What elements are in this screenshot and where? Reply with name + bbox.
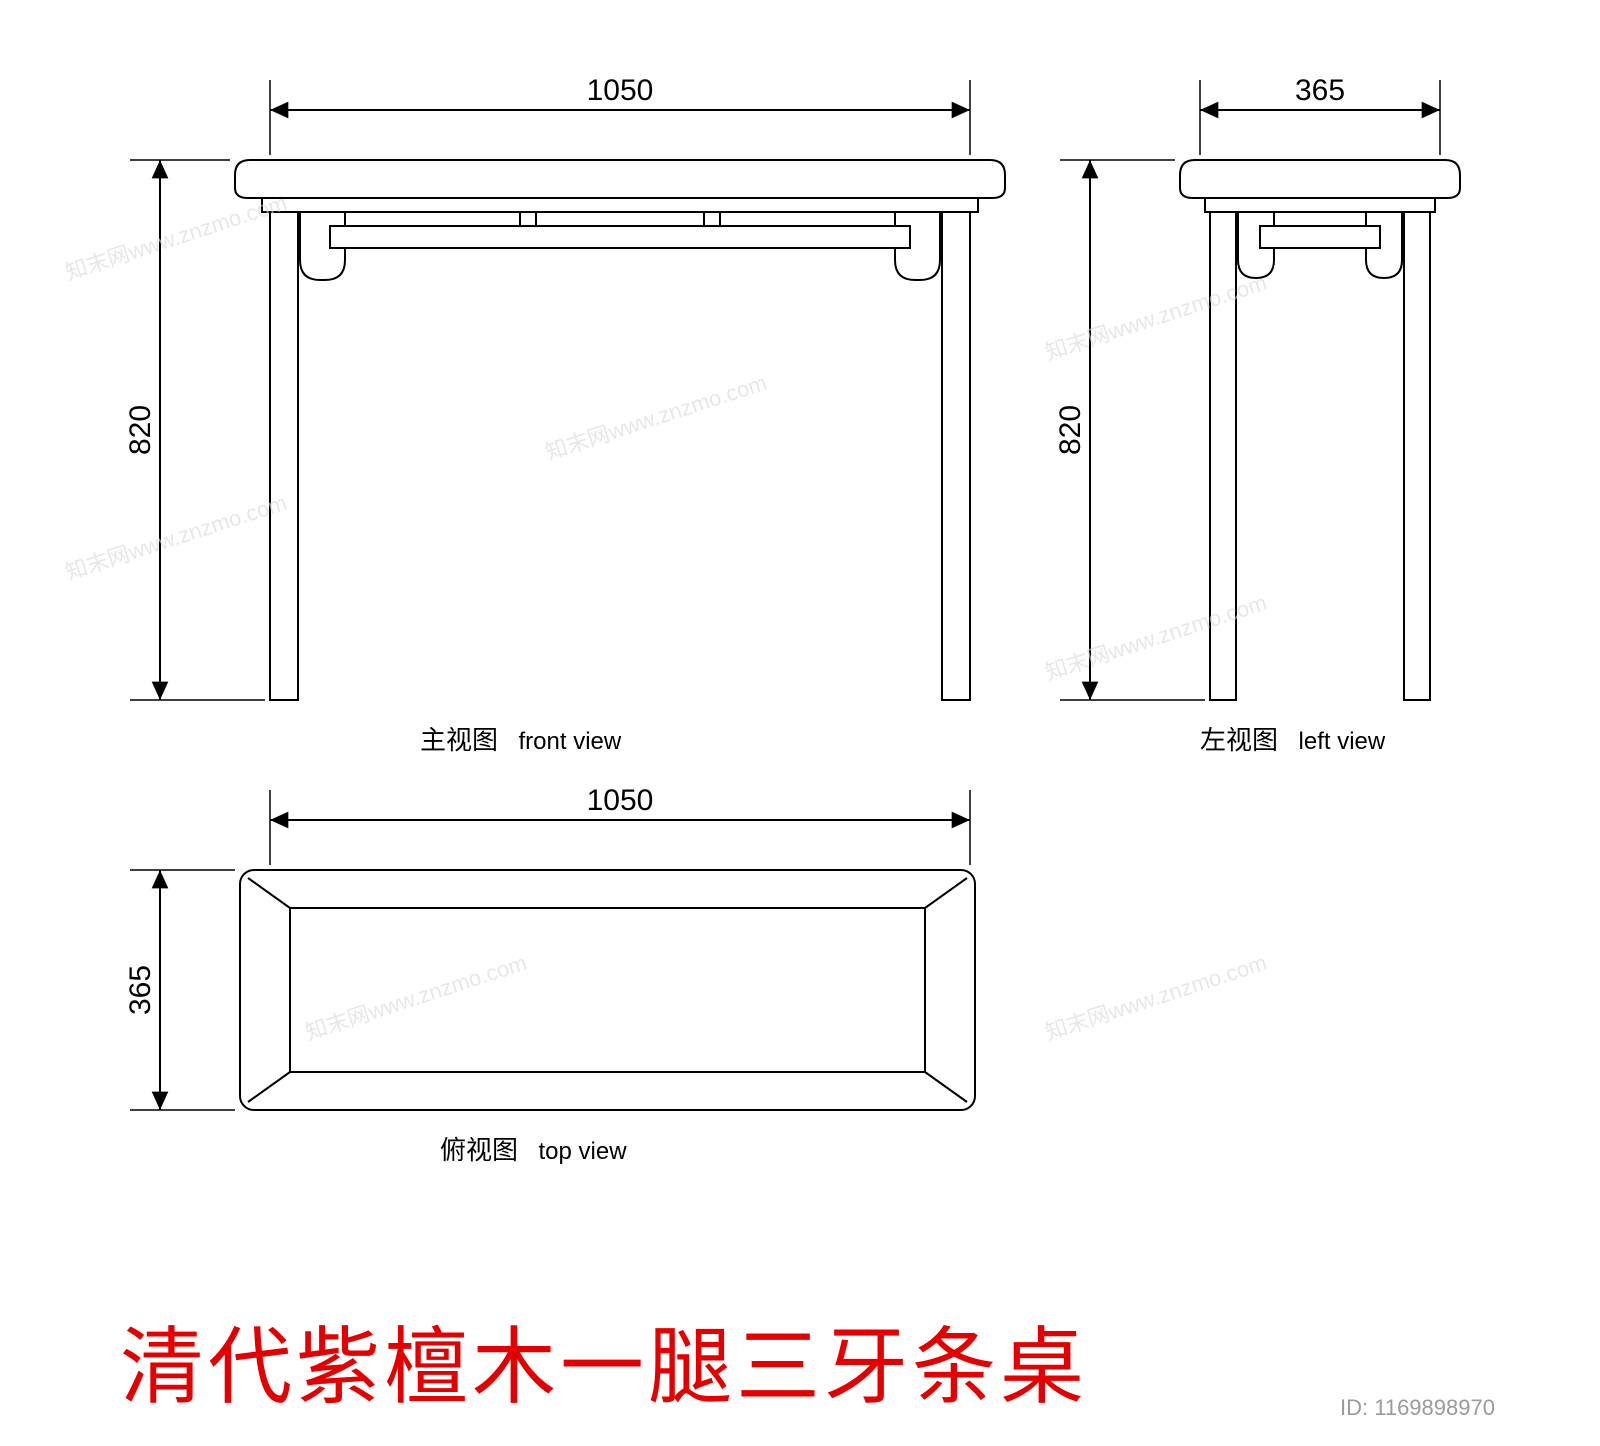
top-view-caption: 俯视图 top view [440, 1130, 627, 1167]
front-view: 1050 820 [124, 74, 1005, 700]
left-view: 365 820 [1054, 74, 1460, 700]
top-caption-cn: 俯视图 [440, 1136, 518, 1165]
left-caption-cn: 左视图 [1200, 726, 1278, 755]
top-width-dim: 1050 [587, 784, 654, 817]
drawing-title: 清代紫檀木一腿三牙条桌 [120, 1300, 1088, 1421]
front-width-dim: 1050 [587, 74, 654, 107]
top-view: 1050 365 [124, 784, 975, 1110]
asset-id: ID: 1169898970 [1340, 1395, 1495, 1421]
left-view-caption: 左视图 left view [1200, 720, 1385, 757]
front-caption-cn: 主视图 [420, 726, 498, 755]
left-height-dim: 820 [1054, 405, 1087, 455]
top-caption-en: top view [539, 1138, 627, 1165]
front-caption-en: front view [519, 728, 622, 755]
left-width-dim: 365 [1295, 74, 1345, 107]
left-caption-en: left view [1299, 728, 1386, 755]
front-view-caption: 主视图 front view [420, 720, 621, 757]
front-height-dim: 820 [124, 405, 157, 455]
top-depth-dim: 365 [124, 965, 157, 1015]
